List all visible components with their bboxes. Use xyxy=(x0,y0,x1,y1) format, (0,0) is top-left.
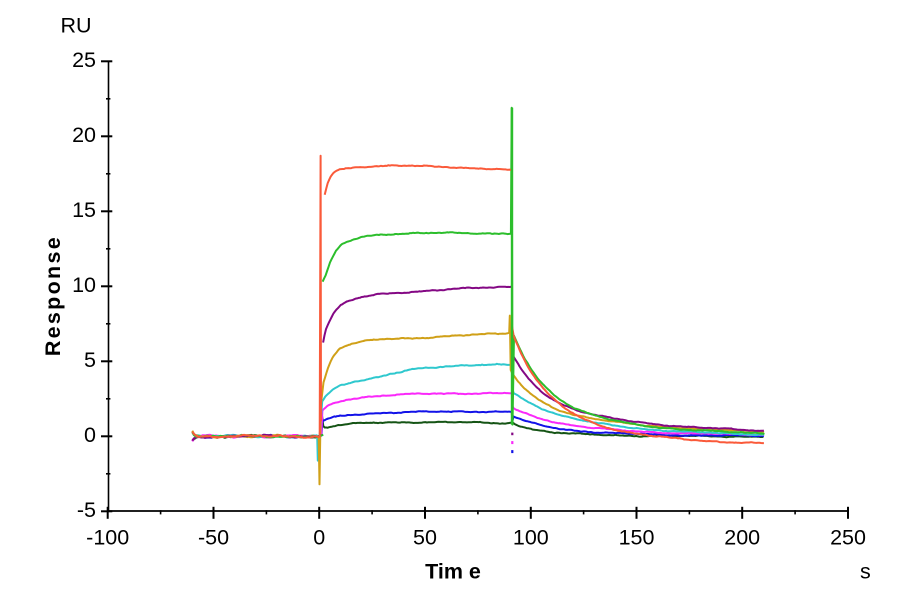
svg-text:250: 250 xyxy=(830,526,866,550)
svg-text:-100: -100 xyxy=(86,526,129,550)
svg-text:5: 5 xyxy=(84,348,96,372)
svg-text:100: 100 xyxy=(513,526,549,550)
svg-text:Response: Response xyxy=(41,235,65,356)
svg-text:200: 200 xyxy=(724,526,760,550)
svg-text:150: 150 xyxy=(619,526,655,550)
svg-text:50: 50 xyxy=(413,526,437,550)
svg-text:20: 20 xyxy=(72,123,96,147)
svg-text:RU: RU xyxy=(61,14,92,38)
svg-text:15: 15 xyxy=(72,198,96,222)
svg-text:0: 0 xyxy=(313,526,325,550)
svg-text:10: 10 xyxy=(72,273,96,297)
svg-text:25: 25 xyxy=(72,48,96,72)
svg-text:s: s xyxy=(860,560,871,584)
svg-text:Tim e: Tim e xyxy=(425,560,481,584)
svg-text:-5: -5 xyxy=(77,498,96,522)
svg-text:-50: -50 xyxy=(198,526,229,550)
svg-text:0: 0 xyxy=(84,423,96,447)
